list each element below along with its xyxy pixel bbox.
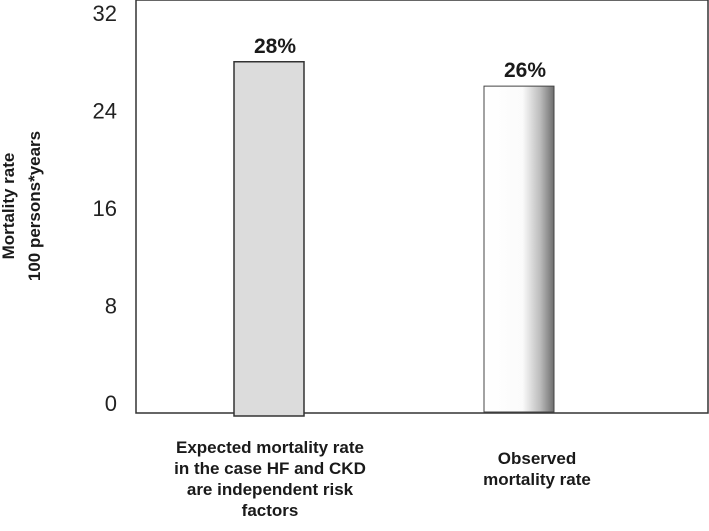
y-axis-label-line2: 100 persons*years	[25, 131, 44, 281]
y-tick-label: 24	[93, 99, 117, 124]
y-tick-label: 16	[93, 196, 117, 221]
plot-frame	[135, 0, 709, 414]
x-category-label-expected: Expected mortality rate in the case HF a…	[174, 438, 366, 520]
y-axis-ticks: 0 8 16 24 32	[93, 1, 117, 416]
bar-value-label: 26%	[504, 59, 546, 82]
y-tick-label: 0	[105, 391, 117, 416]
y-tick-label: 8	[105, 294, 117, 319]
bar-expected	[233, 61, 305, 417]
x-category-label-observed: Observed mortality rate	[483, 449, 591, 489]
bar-observed	[483, 85, 555, 413]
y-tick-label: 32	[93, 1, 117, 26]
bar-value-label: 28%	[254, 35, 296, 58]
y-axis-label-line1: Mortality rate	[0, 153, 18, 260]
